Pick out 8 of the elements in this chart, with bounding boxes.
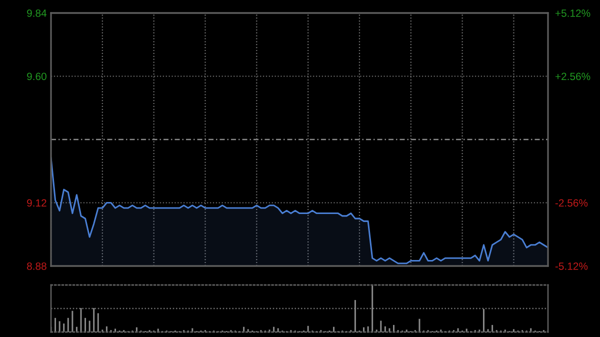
y2-tick-label: -5.12% — [555, 262, 588, 270]
y-tick-label: 9.12 — [27, 199, 46, 207]
y-tick-label: 8.88 — [27, 262, 46, 270]
y-tick-label: 9.84 — [27, 10, 47, 17]
y-tick-label: 9.60 — [27, 72, 46, 80]
y2-tick-label: +5.12% — [555, 10, 590, 17]
y2-tick-label: +2.56% — [555, 72, 590, 80]
y2-tick-label: -2.56% — [555, 199, 588, 207]
